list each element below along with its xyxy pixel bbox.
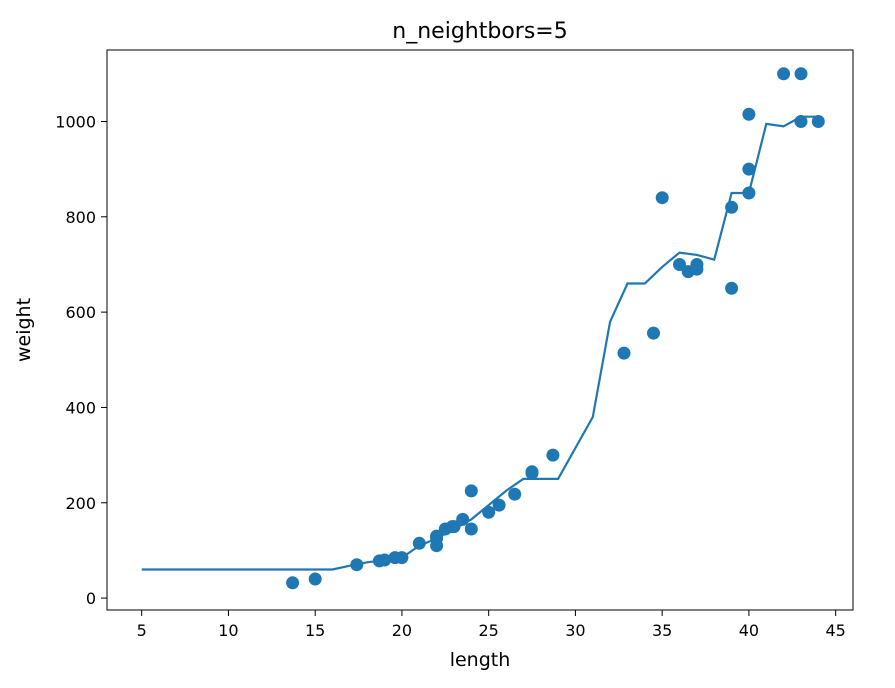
scatter-point [492, 498, 506, 512]
scatter-point [794, 115, 808, 128]
scatter-point [482, 505, 496, 519]
scatter-point [395, 551, 409, 565]
x-tick-label: 40 [739, 621, 759, 640]
scatter-point [655, 191, 669, 205]
x-tick-label: 20 [392, 621, 412, 640]
y-tick-label: 800 [65, 208, 96, 227]
scatter-point [430, 529, 444, 543]
scatter-point [742, 186, 756, 200]
y-axis-label: weight [13, 298, 35, 362]
x-tick-label: 10 [218, 621, 238, 640]
y-tick-label: 200 [65, 494, 96, 513]
plot-area [141, 67, 825, 590]
scatter-point [456, 512, 470, 526]
x-tick-label: 35 [652, 621, 672, 640]
x-axis: 5 10 15 20 25 30 35 40 45 [137, 610, 846, 640]
scatter-point [690, 258, 704, 271]
scatter-point [742, 107, 756, 121]
scatter-point [794, 67, 808, 81]
prediction-line [141, 115, 819, 571]
x-tick-label: 45 [825, 621, 845, 640]
scatter-point [546, 448, 560, 462]
plot-frame [106, 49, 854, 611]
scatter-point [673, 258, 686, 271]
x-tick-label: 25 [478, 621, 498, 640]
x-tick-label: 30 [565, 621, 585, 640]
scatter-point [617, 346, 631, 360]
y-axis: 0 200 400 600 800 1000 [55, 112, 107, 608]
scatter-point [308, 572, 322, 586]
scatter-point [508, 487, 522, 501]
scatter-point [447, 520, 461, 534]
chart-title: n_neightbors=5 [392, 19, 567, 44]
y-tick-label: 1000 [55, 112, 96, 131]
scatter-point [286, 576, 300, 590]
scatter-point [464, 522, 478, 536]
y-tick-label: 600 [65, 303, 96, 322]
scatter-point [464, 484, 478, 498]
scatter-point [725, 281, 739, 295]
scatter-point [525, 465, 539, 479]
scatter-point [725, 200, 739, 214]
x-axis-label: length [450, 649, 511, 671]
y-tick-label: 400 [65, 398, 96, 417]
scatter-point [647, 326, 660, 340]
x-tick-label: 5 [137, 621, 147, 640]
scatter-point [350, 558, 364, 572]
scatter-point [378, 553, 392, 567]
scatter-point [742, 162, 756, 176]
scatter-point [777, 67, 791, 81]
x-tick-label: 15 [305, 621, 325, 640]
scatter-point [811, 115, 825, 128]
y-tick-label: 0 [86, 589, 96, 608]
scatter-point [412, 536, 426, 550]
